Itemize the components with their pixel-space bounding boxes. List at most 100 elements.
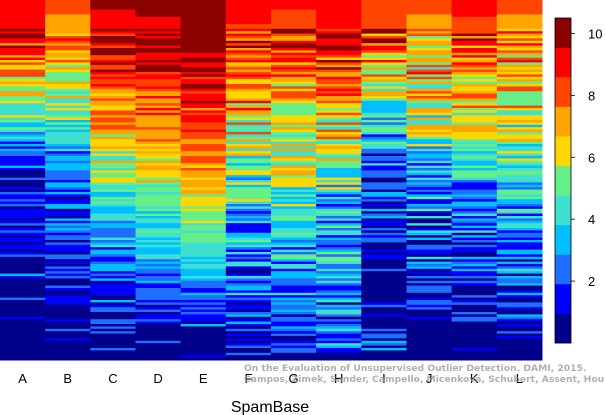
heatmap-cell xyxy=(406,177,453,181)
heatmap-cell xyxy=(406,204,453,207)
heatmap-cell xyxy=(45,194,91,198)
heatmap-cell xyxy=(90,355,136,359)
heatmap-cell xyxy=(361,280,407,284)
heatmap-cell xyxy=(225,72,272,75)
heatmap-cell xyxy=(45,170,91,174)
heatmap-cell xyxy=(0,177,46,181)
heatmap-cell xyxy=(406,336,453,339)
heatmap-cell xyxy=(45,204,91,207)
heatmap-cell xyxy=(0,268,46,272)
heatmap-cell xyxy=(45,228,91,231)
heatmap-cell xyxy=(496,62,543,66)
heatmap-cell xyxy=(0,16,46,20)
heatmap-cell xyxy=(180,146,227,150)
heatmap-cell xyxy=(406,216,453,219)
heatmap-cell xyxy=(90,28,136,32)
heatmap-cell xyxy=(316,132,362,135)
heatmap-cell xyxy=(271,242,317,246)
heatmap-cell xyxy=(180,288,227,291)
heatmap-cell xyxy=(0,21,46,25)
heatmap-cell xyxy=(271,16,317,20)
heatmap-cell xyxy=(406,4,453,8)
heatmap-cell xyxy=(361,254,407,258)
heatmap-cell xyxy=(45,213,91,217)
heatmap-cell xyxy=(225,31,272,35)
heatmap-cell xyxy=(361,55,407,59)
heatmap-cell xyxy=(451,348,498,351)
heatmap-cell xyxy=(225,16,272,20)
heatmap-cell xyxy=(451,189,498,193)
heatmap-cell xyxy=(180,201,227,205)
heatmap-cell xyxy=(90,314,136,318)
heatmap-cell xyxy=(271,153,317,157)
heatmap-cell xyxy=(496,100,543,104)
heatmap-cell xyxy=(496,218,543,222)
heatmap-cell xyxy=(316,153,362,157)
colorbar xyxy=(554,17,572,344)
heatmap-cell xyxy=(451,108,498,111)
heatmap-cell xyxy=(180,86,227,90)
heatmap-cell xyxy=(316,266,362,270)
heatmap-cell xyxy=(496,264,543,267)
heatmap-cell xyxy=(0,206,46,210)
heatmap-cell xyxy=(180,153,227,157)
heatmap-cell xyxy=(271,74,317,78)
heatmap-cell xyxy=(225,223,272,227)
heatmap-cell xyxy=(180,192,227,195)
x-tick-label-h: H xyxy=(334,371,343,386)
heatmap-cell xyxy=(90,48,136,51)
heatmap-cell xyxy=(271,232,317,236)
heatmap-cell xyxy=(451,242,498,246)
heatmap-cell xyxy=(180,4,227,8)
heatmap-cell xyxy=(406,91,453,95)
heatmap-cell xyxy=(135,31,182,35)
heatmap-cell xyxy=(90,52,136,56)
heatmap-cell xyxy=(451,240,498,243)
heatmap-cell xyxy=(180,249,227,253)
heatmap-cell xyxy=(406,134,453,138)
heatmap-cell xyxy=(271,96,317,99)
heatmap-cell xyxy=(361,309,407,313)
heatmap-cell xyxy=(180,163,227,167)
heatmap-cell xyxy=(135,252,182,255)
heatmap-cell xyxy=(135,352,182,356)
heatmap-cell xyxy=(271,304,317,308)
heatmap-cell xyxy=(451,86,498,90)
heatmap-cell xyxy=(90,220,136,224)
heatmap-cell xyxy=(406,48,453,51)
heatmap-cell xyxy=(45,160,91,164)
heatmap-cell xyxy=(271,108,317,111)
heatmap-cell xyxy=(496,124,543,128)
heatmap-cell xyxy=(271,170,317,174)
heatmap-cell xyxy=(361,328,407,332)
heatmap-cell xyxy=(496,81,543,85)
heatmap-cell xyxy=(180,124,227,128)
heatmap-cell xyxy=(135,230,182,234)
heatmap-cell xyxy=(180,280,227,284)
heatmap-cell xyxy=(406,192,453,195)
heatmap-cell xyxy=(45,300,91,303)
heatmap-cell xyxy=(271,268,317,272)
heatmap-cell xyxy=(180,9,227,13)
heatmap-cell xyxy=(225,50,272,54)
heatmap-cell xyxy=(316,81,362,85)
heatmap-cell xyxy=(45,50,91,54)
heatmap-cell xyxy=(271,266,317,270)
heatmap-cell xyxy=(45,158,91,162)
heatmap-cell xyxy=(45,340,91,344)
heatmap-cell xyxy=(45,156,91,159)
heatmap-cell xyxy=(496,297,543,301)
heatmap-cell xyxy=(361,64,407,68)
heatmap-cell xyxy=(451,237,498,241)
heatmap-cell xyxy=(135,172,182,176)
heatmap-cell xyxy=(135,240,182,243)
heatmap-cell xyxy=(496,216,543,219)
heatmap-cell xyxy=(180,26,227,30)
heatmap-cell xyxy=(135,148,182,152)
heatmap-cell xyxy=(451,48,498,51)
heatmap-cell xyxy=(180,136,227,140)
heatmap-cell xyxy=(90,112,136,116)
heatmap-cell xyxy=(225,136,272,140)
heatmap-cell xyxy=(0,340,46,344)
